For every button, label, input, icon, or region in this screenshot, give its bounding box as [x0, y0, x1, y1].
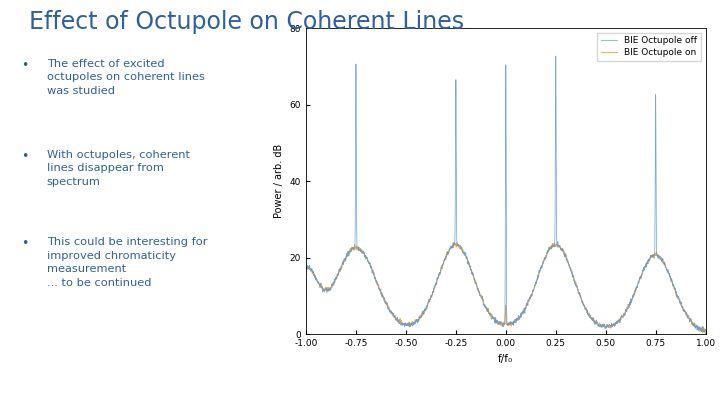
BIE Octupole off	[630, 291, 639, 296]
Legend: BIE Octupole off, BIE Octupole on: BIE Octupole off, BIE Octupole on	[598, 33, 701, 61]
BIE Octupole on	[374, 282, 383, 287]
Text: This could be interesting for
improved chromaticity
measurement
... to be contin: This could be interesting for improved c…	[47, 237, 207, 288]
BIE Octupole on	[302, 265, 310, 270]
BIE Octupole off	[374, 286, 383, 291]
Text: •: •	[22, 237, 29, 250]
BIE Octupole off	[701, 327, 710, 332]
Text: •: •	[22, 150, 29, 163]
Text: T. Tydecks, MD2408, LSWG: T. Tydecks, MD2408, LSWG	[343, 373, 492, 383]
BIE Octupole on	[562, 252, 570, 257]
Text: With octupoles, coherent
lines disappear from
spectrum: With octupoles, coherent lines disappear…	[47, 150, 190, 187]
BIE Octupole on	[701, 332, 710, 337]
BIE Octupole on	[600, 322, 608, 327]
BIE Octupole off	[302, 268, 310, 273]
BIE Octupole off	[454, 243, 463, 248]
BIE Octupole off	[700, 330, 708, 335]
Line: BIE Octupole on: BIE Octupole on	[306, 243, 706, 334]
Text: 3: 3	[688, 373, 695, 383]
X-axis label: f/f₀: f/f₀	[498, 354, 513, 364]
Text: CERN: CERN	[27, 376, 45, 381]
BIE Octupole off	[600, 322, 608, 327]
BIE Octupole off	[541, 255, 550, 260]
BIE Octupole on	[454, 243, 463, 248]
BIE Octupole off	[552, 53, 560, 58]
BIE Octupole off	[562, 254, 570, 259]
Line: BIE Octupole off: BIE Octupole off	[306, 56, 706, 332]
BIE Octupole on	[630, 289, 639, 294]
Text: Effect of Octupole on Coherent Lines: Effect of Octupole on Coherent Lines	[29, 10, 464, 34]
BIE Octupole on	[541, 254, 550, 258]
Text: The effect of excited
octupoles on coherent lines
was studied: The effect of excited octupoles on coher…	[47, 59, 204, 96]
Y-axis label: Power / arb. dB: Power / arb. dB	[274, 144, 284, 218]
Text: 2/6/2022: 2/6/2022	[191, 373, 241, 383]
Text: •: •	[22, 59, 29, 72]
BIE Octupole on	[450, 240, 459, 245]
BIE Octupole on	[701, 332, 710, 337]
